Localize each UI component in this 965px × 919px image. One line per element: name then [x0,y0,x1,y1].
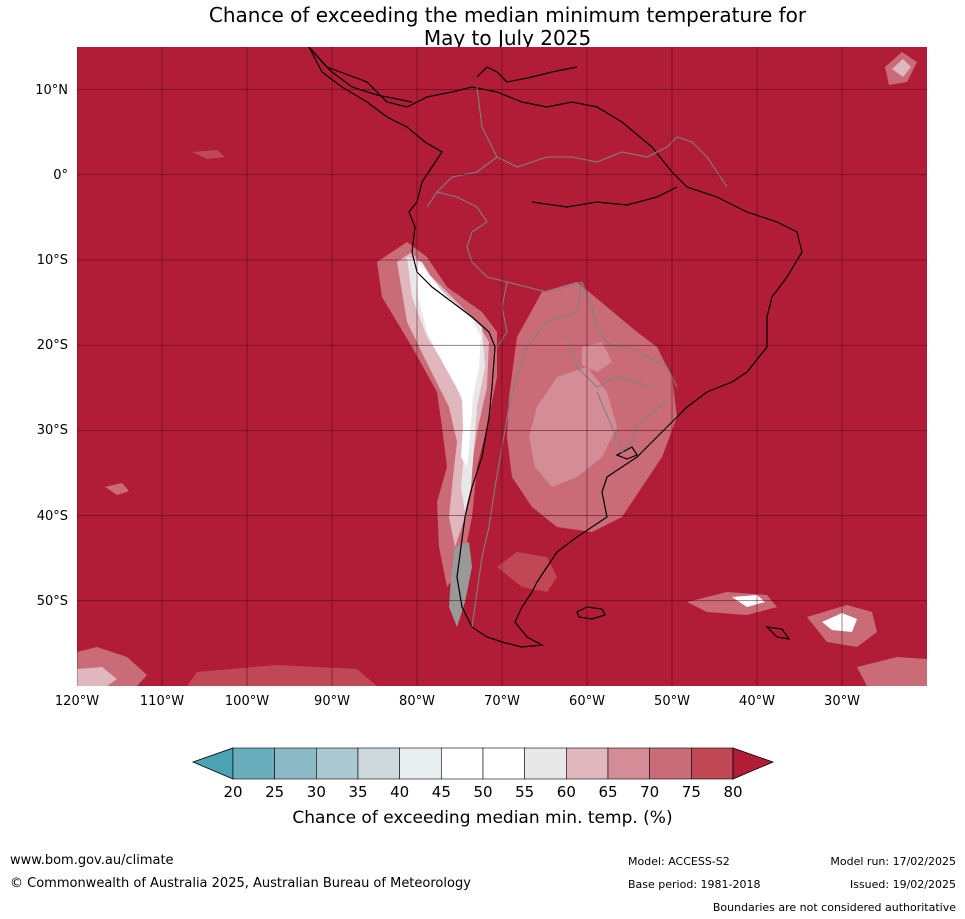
footer-boundaries-note: Boundaries are not considered authoritat… [712,901,956,914]
colorbar-bin [566,747,609,780]
latitude-tick-label: 10°S [36,253,68,268]
latitude-tick-label: 50°S [36,593,68,609]
colorbar-under-arrow [191,747,234,780]
footer-base-period: Base period: 1981-2018 [628,878,761,891]
colorbar-bin [607,747,650,780]
longitude-tick-label: 120°W [54,694,100,709]
colorbar-tick-label: 20 [223,783,243,801]
shading-pacific-patch [105,483,129,495]
colorbar-tick-label: 65 [598,783,618,801]
shading-andes-white [415,260,481,467]
probability-shading [77,52,927,686]
footer-issued: Issued: 19/02/2025 [849,878,956,891]
colorbar-tick-label: 45 [431,783,451,801]
colorbar-tick-label: 75 [681,783,701,801]
coastline-amazon [531,186,678,208]
footer-model: Model: ACCESS-S2 [628,855,730,868]
longitude-tick-label: 70°W [484,694,520,709]
shading-northeast-patch-core [892,59,911,77]
colorbar-tick-label: 55 [515,783,535,801]
latitude-tick-label: 20°S [36,338,68,354]
country-borders [426,86,728,628]
colorbar-bins [232,747,734,780]
colorbar-bin [399,747,442,780]
coastline-island [765,626,791,640]
longitude-tick-label: 30°W [824,694,860,709]
colorbar-bin [316,747,359,780]
longitude-tick-label: 100°W [224,694,270,709]
colorbar-tick-label: 25 [265,783,285,801]
title-line-1: Chance of exceeding the median minimum t… [208,3,807,27]
colorbar-bin [441,747,484,780]
colorbar-tick-label: 80 [723,783,743,801]
map-panel [77,47,927,686]
colorbar-tick-label: 30 [306,783,326,801]
colorbar-bin [649,747,692,780]
longitude-tick-label: 80°W [399,694,435,709]
coastline-lake [615,446,638,460]
coastline-south-america [308,47,803,648]
colorbar-tick-label: 40 [390,783,410,801]
colorbar-bin [482,747,525,780]
shading-interior-65b [582,342,612,372]
footer-website[interactable]: www.bom.gov.au/climate [10,853,174,868]
map-title: Chance of exceeding the median minimum t… [0,4,965,50]
latitude-tick-label: 10°N [35,82,68,98]
longitude-tick-label: 40°W [739,694,775,709]
colorbar-tick-label: 35 [348,783,368,801]
shading-patagonia [449,542,472,627]
shading-southern-ocean-mid [187,665,377,686]
colorbar-bin [232,747,275,780]
colorbar-bin [524,747,567,780]
longitude-tick-label: 60°W [569,694,605,709]
colorbar-graphic [191,747,775,780]
longitude-tick-label: 90°W [314,694,350,709]
colorbar-bin [274,747,317,780]
border-lines [426,86,728,628]
colorbar-label: Chance of exceeding median min. temp. (%… [292,808,673,828]
colorbar-tick-label: 70 [640,783,660,801]
map-canvas [77,47,927,686]
colorbar-bin [357,747,400,780]
shading-southern-ocean-right [857,657,927,686]
latitude-tick-label: 40°S [36,508,68,524]
shading-southern-ocean-left-core [77,667,117,686]
latitude-tick-label: 30°S [36,423,68,439]
shading-south-atlantic-b-core [822,613,857,632]
longitude-tick-label: 50°W [654,694,690,709]
title-line-2: May to July 2025 [423,26,592,50]
colorbar-tick-label: 50 [473,783,493,801]
footer-copyright: © Commonwealth of Australia 2025, Austra… [10,876,471,891]
coastline-central-america [308,47,578,103]
shading-south-atlantic-75 [497,552,557,592]
latitude-tick-label: 0° [53,167,68,183]
longitude-tick-label: 110°W [139,694,185,709]
shading-interior-65 [529,367,617,487]
coastlines [308,47,803,648]
graticule [77,47,927,686]
shading-pacific-patch-2 [192,150,225,159]
colorbar-bin [691,747,734,780]
colorbar-tick-label: 60 [556,783,576,801]
footer-model-run: Model run: 17/02/2025 [830,855,956,868]
colorbar-over-arrow [732,747,775,780]
